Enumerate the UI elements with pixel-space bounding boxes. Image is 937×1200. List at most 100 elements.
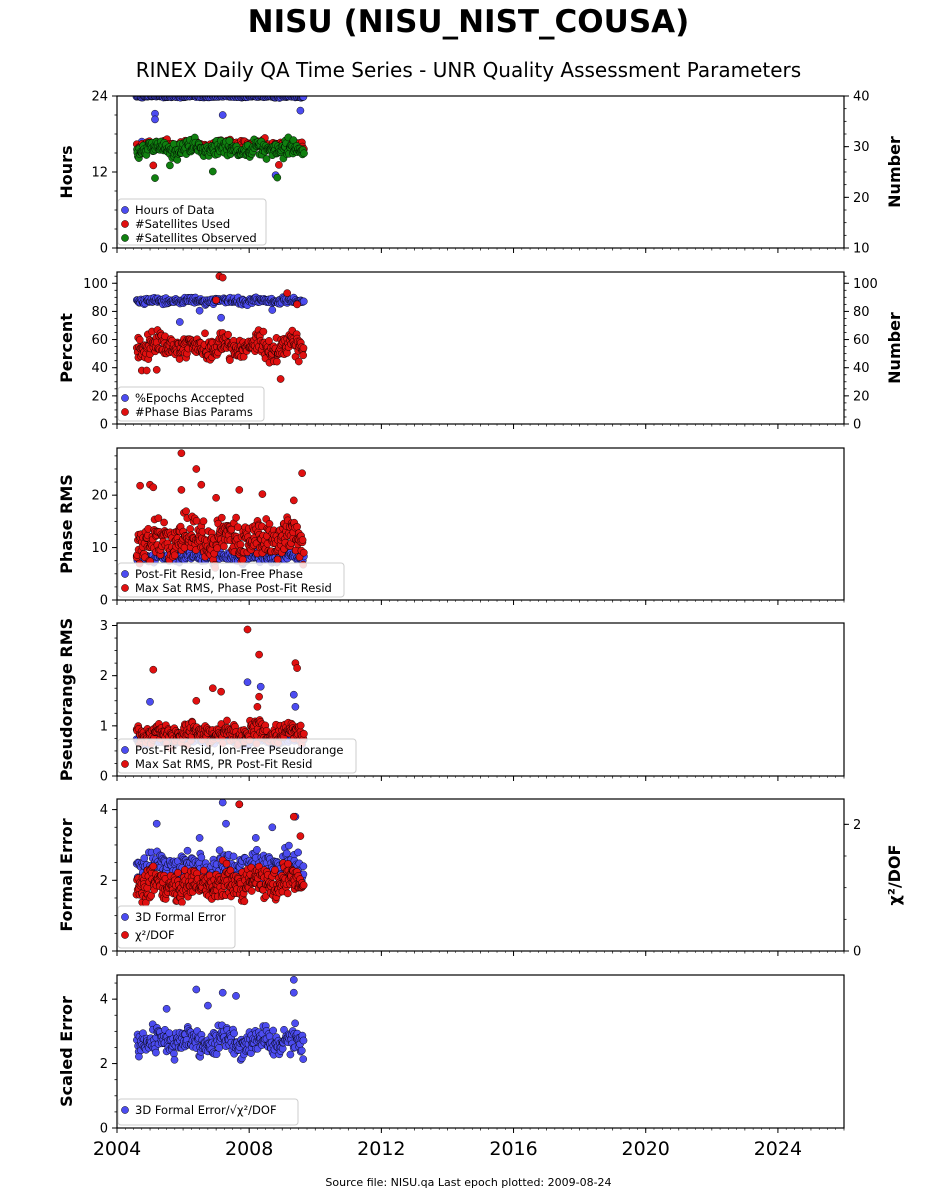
legend-label: #Satellites Used [135,217,230,231]
data-point [243,625,252,634]
data-point [212,296,220,304]
panel-5: 0 2 4 Formal Error 0 2 χ²/DOF 3D Formal Error χ²… [57,798,904,960]
data-point [273,173,282,182]
data-point [195,306,204,315]
data-points [132,799,308,907]
data-point [269,1026,278,1035]
data-point [178,898,186,907]
data-point [258,490,267,498]
data-point [136,481,144,490]
legend: %Epochs Accepted#Phase Bias Params [117,386,265,422]
legend-marker [121,760,129,768]
data-points [132,449,308,572]
y2-tick-label: 30 [853,140,870,155]
data-point [255,650,263,659]
data-point [135,335,144,344]
data-point [220,542,228,551]
data-point [283,889,292,898]
data-point [226,356,234,364]
data-point [208,684,217,693]
legend: 3D Formal Error χ²/DOF [117,905,236,949]
data-point [273,357,281,366]
data-point [142,366,151,375]
data-point [151,174,159,182]
data-point [229,852,238,861]
legend-box [117,1098,299,1126]
legend-label: Max Sat RMS, PR Post-Fit Resid [135,757,312,771]
y-tick-label: 24 [91,90,108,105]
x-axis [116,424,845,429]
legend-label: Post-Fit Resid, Ion-Free Phase [135,567,303,581]
data-point [297,1046,306,1055]
data-points [132,272,308,383]
data-points [132,625,308,753]
data-point [197,853,206,862]
data-point [235,486,244,494]
data-point [177,486,186,494]
data-point [296,106,305,115]
left-y-axis: 0 1 2 3 Pseudorange RMS [57,618,117,785]
x-axis [116,951,845,956]
data-point [218,111,227,119]
data-point [192,465,201,473]
legend-label: 3D Formal Error/√χ²/DOF [135,1103,277,1117]
data-point [149,862,158,871]
y2-axis-label: Number [885,312,904,384]
panel-6: 0 2 4 Scaled Error 2004 2008 2012 2016 2020 2024 3… [57,974,845,1160]
data-point [140,854,149,863]
y-tick-label: 3 [100,619,108,634]
left-y-axis: 0 2 4 Scaled Error [57,982,117,1137]
x-tick-label: 2020 [622,1138,670,1160]
data-point [283,289,292,297]
data-point [217,513,226,522]
data-point [262,155,271,163]
legend: Post-Fit Resid, Ion-Free PseudorangeMax … [117,738,357,774]
legend-marker [121,746,129,754]
data-points [133,975,308,1064]
data-point [265,337,273,345]
legend-label: χ²/DOF [135,928,175,942]
y2-tick-label: 40 [853,90,870,105]
y2-axis-label: χ²/DOF [885,845,904,906]
right-y-axis: 0 20 40 60 80 100 Number [844,275,904,433]
data-point [232,992,240,1000]
data-point [282,849,291,858]
y-tick-label: 100 [83,277,108,292]
y2-tick-label: 10 [853,242,870,257]
data-point [217,313,225,322]
y-tick-label: 12 [91,166,108,181]
y-tick-label: 0 [100,770,108,785]
data-point [300,729,308,738]
data-point [294,848,302,857]
data-point [268,823,277,832]
data-point [227,525,236,534]
data-point [265,520,274,528]
data-point [149,665,158,674]
y-tick-label: 0 [100,1122,108,1137]
data-point [218,988,227,997]
data-point [192,985,201,994]
y2-tick-label: 60 [853,333,870,348]
y2-tick-label: 40 [853,361,870,376]
series-2-points [132,272,308,383]
data-point [294,357,303,366]
data-point [152,1048,160,1057]
data-point [259,327,268,336]
data-point [299,1036,308,1045]
legend-label: Post-Fit Resid, Ion-Free Pseudorange [135,743,343,757]
x-tick-label: 2016 [489,1138,537,1160]
data-point [293,300,301,309]
left-y-axis: 0 20 40 60 80 100 Percent [57,275,117,433]
data-point [253,845,261,854]
data-point [289,496,298,505]
data-point [212,493,220,502]
data-point [199,517,208,526]
y2-tick-label: 0 [853,418,861,433]
data-point [149,161,158,170]
data-point [289,988,298,997]
data-point [149,483,158,492]
legend: Hours of Data#Satellites Used#Satellites… [117,198,267,246]
data-point [289,690,298,699]
data-point [289,975,298,984]
